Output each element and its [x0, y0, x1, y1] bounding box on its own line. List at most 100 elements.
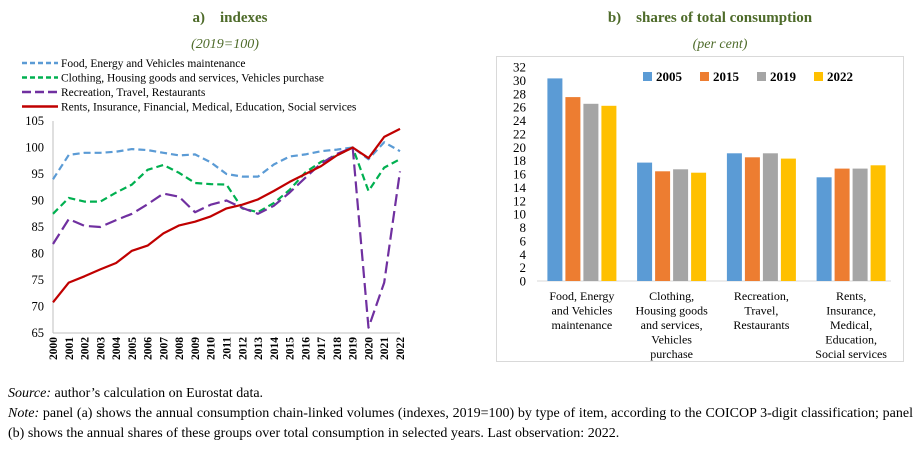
bar-2005 [637, 162, 653, 281]
x-tick-label: 2000 [48, 337, 60, 360]
x-tick-label: 2002 [80, 337, 92, 360]
bar-2019 [762, 153, 778, 281]
x-tick-label: 2008 [174, 337, 186, 360]
bar-2019 [852, 168, 868, 281]
legend-label: Rents, Insurance, Financial, Medical, Ed… [61, 102, 357, 114]
panel-a-subtitle: (2019=100) [191, 37, 259, 52]
legend-swatch [700, 72, 709, 81]
bar-2005 [816, 177, 832, 281]
y-tick-label: 18 [513, 153, 526, 168]
legend-label: 2015 [713, 69, 740, 84]
y-tick-label: 2 [520, 260, 527, 275]
y-tick-label: 22 [513, 126, 526, 141]
bar-2005 [547, 78, 563, 282]
x-tick-label: 2018 [332, 337, 344, 360]
y-tick-label: 65 [32, 326, 45, 340]
x-tick-label: 2022 [395, 337, 407, 360]
category-label: Recreation, [734, 289, 789, 303]
category-label: Food, Energy [549, 289, 614, 303]
bar-2022 [601, 105, 617, 281]
chart-frame [496, 56, 904, 362]
category-label: Vehicles [651, 333, 692, 347]
x-tick-label: 2014 [269, 337, 281, 360]
bar-2022 [691, 172, 707, 281]
legend-swatch [814, 72, 823, 81]
category-label: Rents, [836, 289, 866, 303]
y-tick-label: 14 [513, 180, 527, 195]
category-label: Medical, [830, 318, 872, 332]
note-text: panel (a) shows the annual consumption c… [8, 406, 913, 441]
bar-2019 [673, 169, 689, 281]
category-label: Insurance, [826, 304, 876, 318]
x-tick-label: 2012 [237, 337, 249, 360]
y-tick-label: 4 [520, 247, 527, 262]
legend-label: Clothing, Housing goods and services, Ve… [61, 73, 324, 85]
y-tick-label: 28 [513, 86, 526, 101]
panel-b-subtitle: (per cent) [692, 37, 748, 52]
legend-swatch [643, 72, 652, 81]
category-label: and Vehicles [551, 304, 612, 318]
category-label: Education, [825, 333, 877, 347]
panel-a-title: a) indexes [192, 10, 268, 26]
y-tick-label: 75 [32, 273, 45, 287]
source-note: Source: author’s calculation on Eurostat… [8, 384, 913, 404]
bar-2015 [744, 157, 760, 281]
y-tick-label: 105 [25, 114, 44, 128]
category-label: and services, [641, 318, 703, 332]
note-label: Note: [8, 406, 40, 421]
x-tick-label: 2007 [158, 337, 170, 360]
x-tick-label: 2017 [316, 337, 328, 360]
x-tick-label: 2015 [285, 337, 297, 360]
category-label: Travel, [744, 304, 778, 318]
source-text: author’s calculation on Eurostat data. [51, 386, 264, 401]
y-tick-label: 0 [520, 274, 527, 289]
y-tick-label: 10 [513, 207, 526, 222]
category-label: Housing goods [635, 304, 708, 318]
x-tick-label: 2003 [95, 337, 107, 360]
y-tick-label: 80 [32, 247, 45, 261]
y-tick-label: 16 [513, 167, 527, 182]
y-tick-label: 24 [513, 113, 527, 128]
legend-swatch [757, 72, 766, 81]
y-tick-label: 12 [513, 193, 526, 208]
y-tick-label: 20 [513, 140, 526, 155]
x-tick-label: 2005 [127, 337, 139, 360]
category-label: purchase [650, 347, 693, 361]
series-line-4 [52, 127, 401, 303]
legend-label: 2022 [827, 69, 853, 84]
y-tick-label: 70 [32, 300, 45, 314]
x-tick-label: 2004 [111, 337, 123, 360]
x-tick-label: 2021 [379, 337, 391, 360]
x-tick-label: 2019 [348, 337, 360, 360]
y-tick-label: 6 [520, 233, 527, 248]
y-tick-label: 8 [520, 220, 527, 235]
bar-2015 [565, 97, 581, 281]
y-tick-label: 100 [25, 141, 44, 155]
bar-2019 [583, 103, 599, 281]
legend-label: 2005 [656, 69, 683, 84]
y-tick-label: 30 [513, 73, 526, 88]
x-tick-label: 2009 [190, 337, 202, 360]
footnotes: Source: author’s calculation on Eurostat… [8, 384, 913, 444]
y-tick-label: 85 [32, 220, 45, 234]
bar-2022 [870, 165, 886, 281]
series-line-2 [52, 146, 401, 215]
category-label: Social services [815, 347, 887, 361]
x-tick-label: 2011 [222, 337, 234, 360]
method-note: Note: panel (a) shows the annual consump… [8, 404, 913, 444]
x-tick-label: 2006 [143, 337, 155, 360]
x-tick-label: 2010 [206, 337, 218, 360]
y-tick-label: 26 [513, 100, 527, 115]
legend-label: Food, Energy and Vehicles maintenance [61, 58, 245, 70]
source-label: Source: [8, 386, 52, 401]
category-label: Clothing, [649, 289, 694, 303]
indexes-line-chart: 65 70 75 80 85 90 95 100 105 2000 2001 2002 2003 2004… [22, 58, 407, 360]
bar-2005 [726, 153, 742, 281]
x-tick-label: 2013 [253, 337, 265, 360]
bar-2015 [834, 168, 850, 281]
panel-b-title: b) shares of total consumption [607, 10, 813, 26]
y-tick-label: 90 [32, 194, 45, 208]
y-tick-label: 32 [513, 60, 526, 75]
bar-2015 [655, 171, 671, 281]
legend-label: Recreation, Travel, Restaurants [61, 87, 206, 99]
